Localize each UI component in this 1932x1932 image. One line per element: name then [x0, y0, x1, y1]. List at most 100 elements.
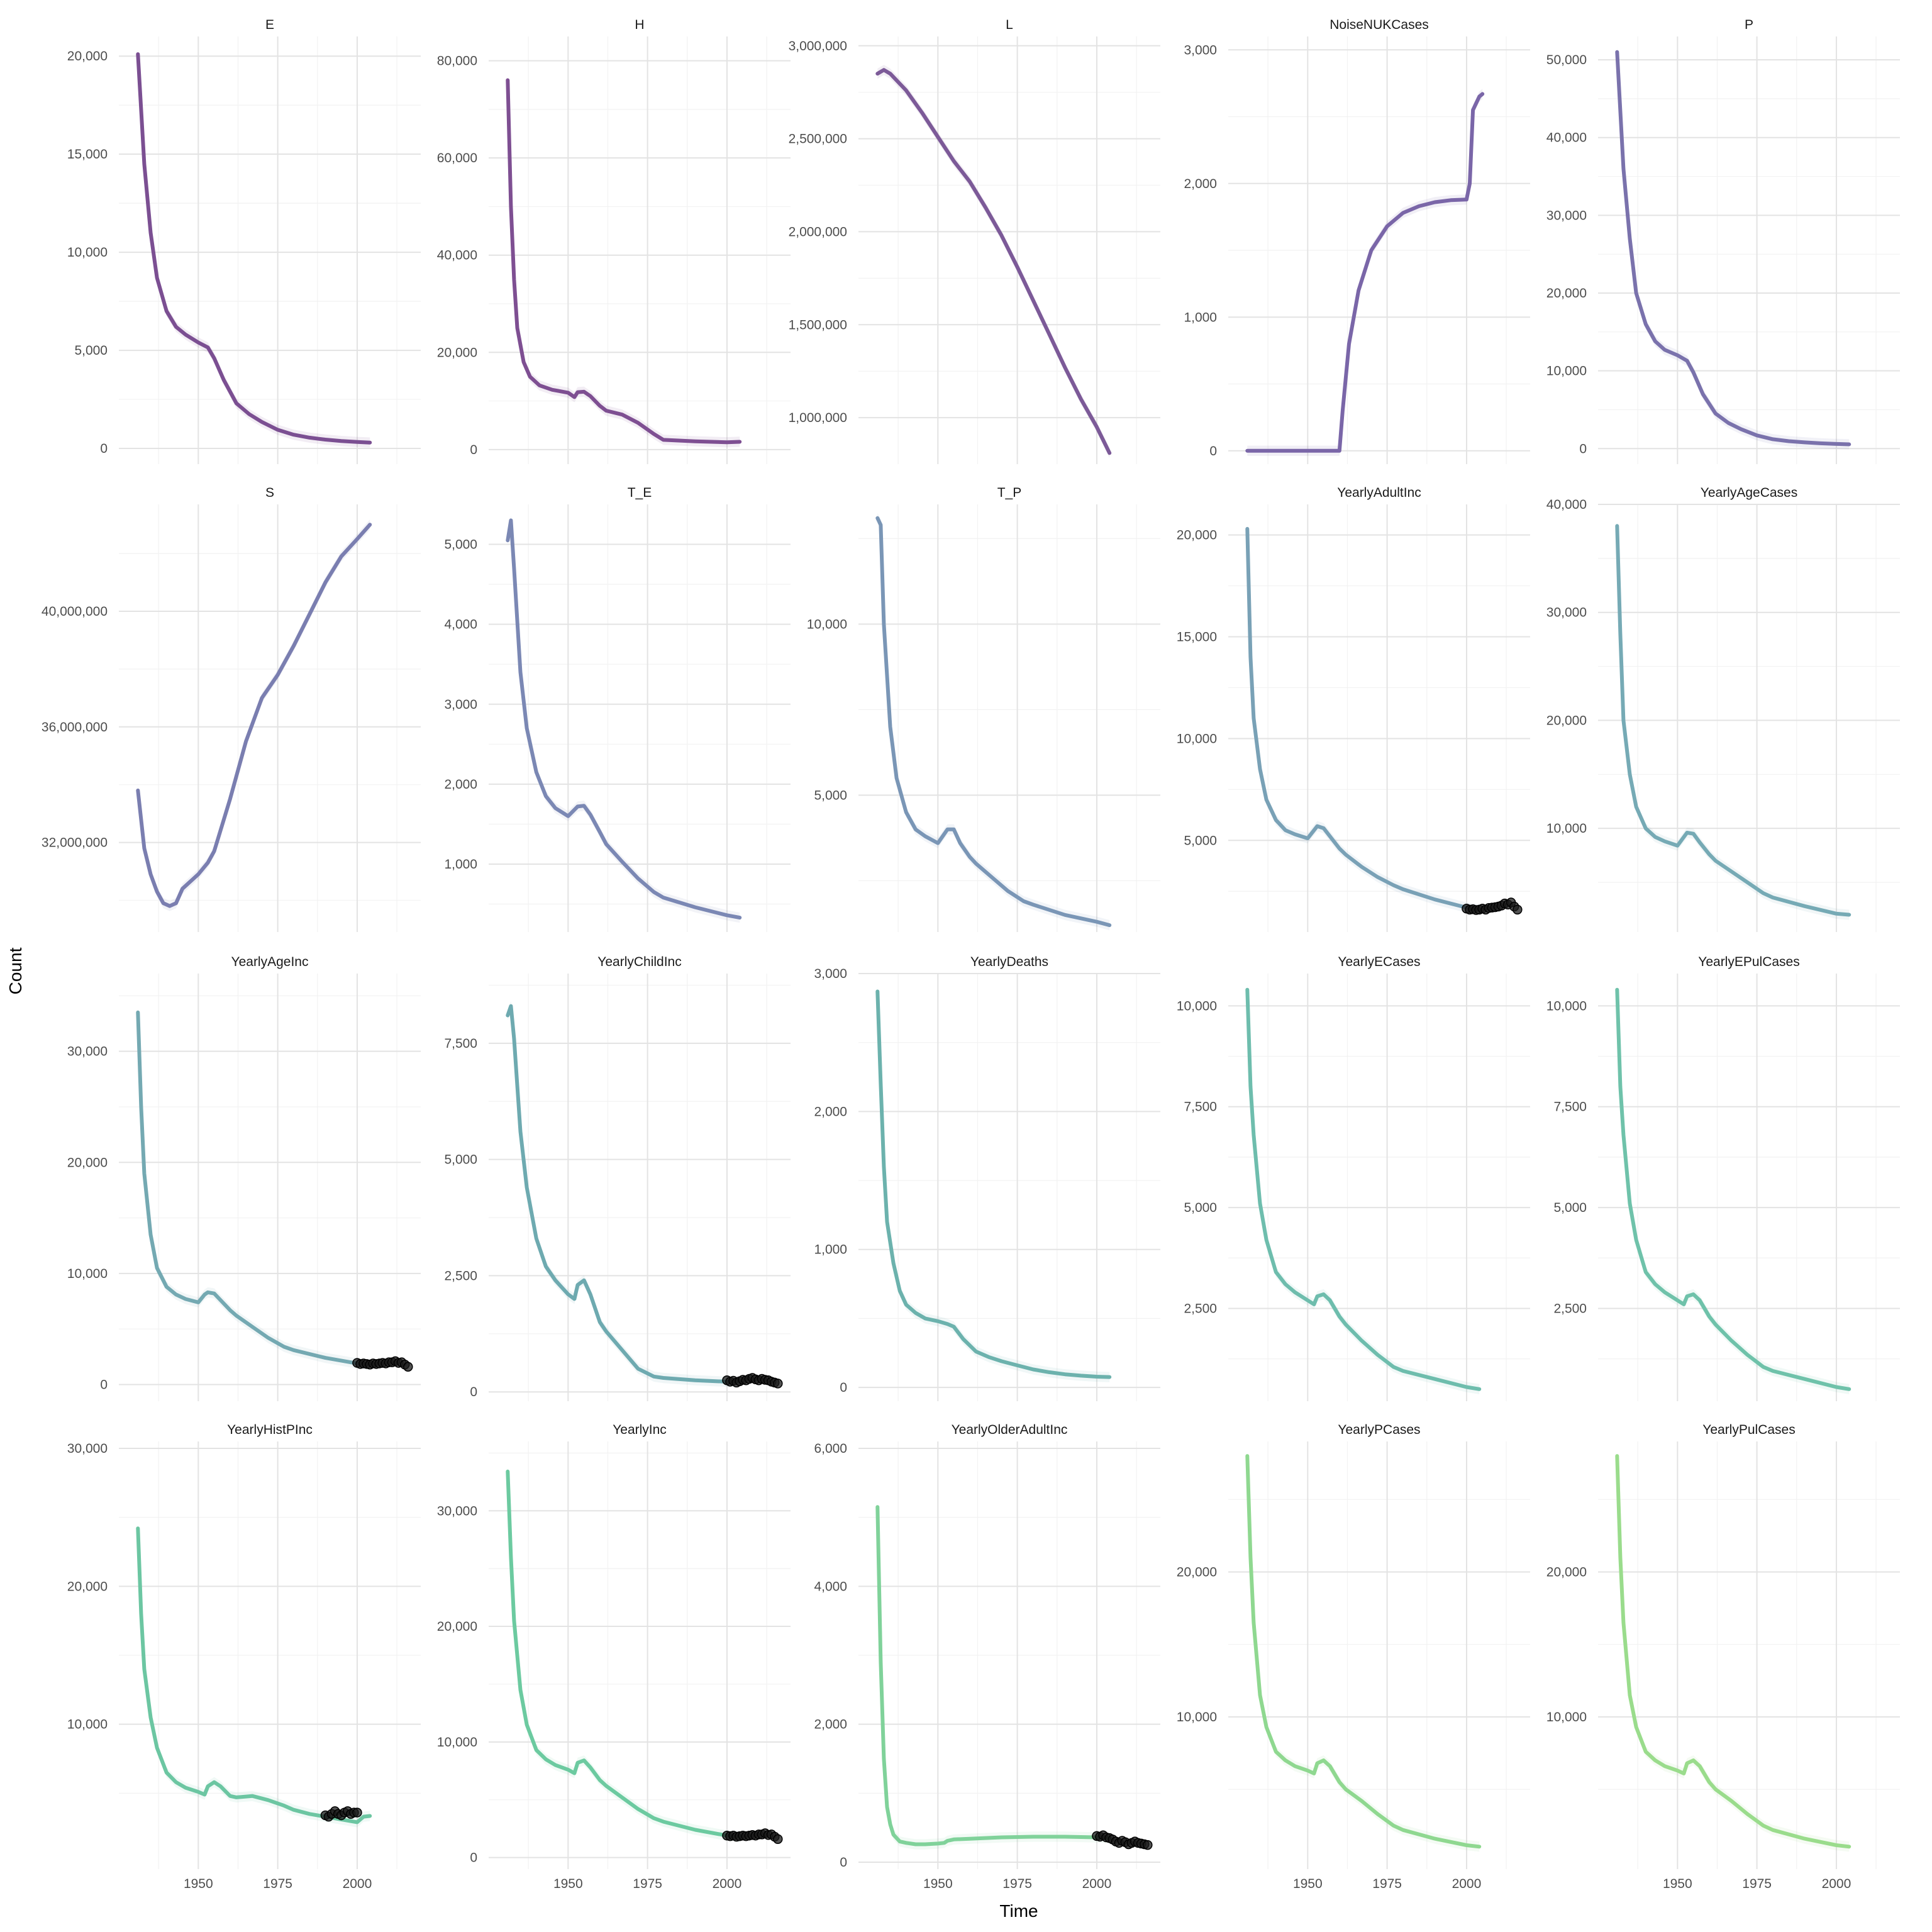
y-tick-label: 2,000,000 — [789, 225, 847, 239]
y-tick-label: 10,000 — [67, 1718, 108, 1732]
y-tick-label: 7,500 — [1184, 1100, 1217, 1114]
series-line — [1245, 987, 1482, 1391]
y-tick-label: 20,000 — [1546, 713, 1587, 728]
y-tick-label: 10,000 — [67, 245, 108, 260]
y-tick-label: 20,000 — [437, 1619, 477, 1634]
observed-point — [773, 1379, 783, 1389]
confidence-band — [1247, 984, 1480, 1394]
facet-title: YearlyPCases — [1338, 1423, 1420, 1437]
confidence-band — [508, 1466, 740, 1842]
y-tick-label: 5,000 — [814, 788, 847, 802]
series-line — [136, 1010, 372, 1367]
observed-point — [1513, 904, 1523, 915]
facet-title: L — [1006, 18, 1013, 32]
series-line — [506, 78, 742, 445]
x-tick-label: 1950 — [1663, 1877, 1692, 1891]
y-tick-label: 40,000 — [1546, 131, 1587, 145]
x-tick-label: 1950 — [1293, 1877, 1323, 1891]
y-tick-label: 10,000 — [437, 1735, 477, 1750]
facet-title: YearlyDeaths — [970, 955, 1048, 969]
y-tick-label: 1,000,000 — [789, 411, 847, 425]
series-line — [506, 518, 742, 920]
facet-title: YearlyAdultInc — [1337, 486, 1421, 500]
series-line — [136, 523, 372, 908]
facet-panel: YearlyDeaths 0 1,000 2,000 3,000 — [814, 955, 1160, 1401]
y-tick-label: 0 — [840, 1380, 847, 1395]
series-line — [1615, 50, 1852, 447]
y-tick-label: 1,000 — [1184, 310, 1217, 325]
y-tick-label: 5,000 — [444, 1153, 477, 1167]
y-tick-label: 2,000 — [444, 777, 477, 792]
facet-title: H — [635, 18, 644, 32]
facet-title: T_E — [628, 486, 652, 500]
y-tick-label: 2,500 — [444, 1269, 477, 1283]
y-tick-label: 2,500 — [1553, 1301, 1587, 1316]
confidence-band — [138, 1523, 370, 1828]
confidence-band — [877, 1502, 1110, 1850]
confidence-band — [1247, 523, 1480, 915]
facet-panel: L 1,000,000 1,500,000 2,000,000 2,500,000 3,0… — [789, 18, 1160, 464]
y-tick-label: 32,000,000 — [42, 836, 108, 850]
facet-title: NoiseNUKCases — [1330, 18, 1429, 32]
y-tick-label: 20,000 — [1177, 528, 1217, 543]
observed-point — [773, 1834, 783, 1844]
y-tick-label: 2,500,000 — [789, 132, 847, 147]
facet-panel: E 0 5,000 10,000 15,000 20,000 — [67, 18, 421, 464]
confidence-band — [877, 513, 1110, 931]
y-tick-label: 15,000 — [1177, 630, 1217, 644]
y-axis-title: Count — [6, 947, 25, 994]
x-tick-label: 1975 — [1002, 1877, 1032, 1891]
facet-panel: YearlyAdultInc 5,000 10,000 15,000 20,000 — [1177, 486, 1530, 932]
y-tick-label: 1,000 — [444, 857, 477, 872]
facet-title: YearlyECases — [1338, 955, 1420, 969]
facet-title: T_P — [997, 486, 1022, 500]
confidence-band — [1247, 1450, 1480, 1852]
x-tick-label: 1975 — [633, 1877, 662, 1891]
x-tick-label: 1950 — [553, 1877, 583, 1891]
facet-title: S — [265, 486, 274, 500]
series-line — [1615, 1454, 1852, 1849]
y-tick-label: 40,000 — [1546, 497, 1587, 512]
y-tick-label: 15,000 — [67, 147, 108, 162]
y-tick-label: 4,000 — [444, 618, 477, 632]
series-line — [136, 1526, 372, 1824]
y-tick-label: 20,000 — [1546, 286, 1587, 301]
series-line — [1245, 92, 1485, 453]
y-tick-label: 5,000 — [444, 538, 477, 552]
facet-title: P — [1745, 18, 1753, 32]
facet-title: E — [265, 18, 274, 32]
confidence-band — [1617, 1450, 1850, 1852]
y-tick-label: 30,000 — [1546, 208, 1587, 223]
y-tick-label: 60,000 — [437, 151, 477, 165]
y-tick-label: 10,000 — [1546, 999, 1587, 1013]
series-line — [1245, 526, 1482, 912]
y-tick-label: 36,000,000 — [42, 720, 108, 735]
series-line — [1245, 1454, 1482, 1849]
facet-panel: T_P 5,000 10,000 — [807, 486, 1160, 932]
confidence-band — [508, 75, 740, 448]
y-tick-label: 6,000 — [814, 1441, 847, 1456]
y-tick-label: 5,000 — [1553, 1201, 1587, 1215]
y-tick-label: 0 — [1209, 444, 1217, 458]
y-tick-label: 20,000 — [437, 345, 477, 360]
y-tick-label: 4,000 — [814, 1579, 847, 1594]
y-tick-label: 80,000 — [437, 54, 477, 69]
facet-title: YearlyEPulCases — [1698, 955, 1799, 969]
facet-panel: YearlyECases 2,500 5,000 7,500 10,000 — [1177, 955, 1530, 1401]
facet-panel: YearlyHistPInc 10,000 20,000 30,000 1950 1975… — [67, 1423, 421, 1891]
y-tick-label: 3,000 — [1184, 43, 1217, 57]
y-tick-label: 3,000 — [444, 697, 477, 712]
facet-panel: YearlyAgeInc 0 10,000 20,000 30,000 — [67, 955, 421, 1401]
series-line — [1615, 524, 1852, 917]
confidence-band — [138, 48, 370, 448]
y-tick-label: 2,500 — [1184, 1301, 1217, 1316]
y-tick-label: 2,000 — [814, 1104, 847, 1119]
x-tick-label: 2000 — [1082, 1877, 1112, 1891]
y-tick-label: 10,000 — [1546, 364, 1587, 379]
confidence-band — [1617, 47, 1850, 450]
x-tick-label: 2000 — [1452, 1877, 1482, 1891]
y-tick-label: 2,000 — [1184, 177, 1217, 191]
series-line — [1615, 987, 1852, 1391]
facet-title: YearlyAgeInc — [231, 955, 309, 969]
